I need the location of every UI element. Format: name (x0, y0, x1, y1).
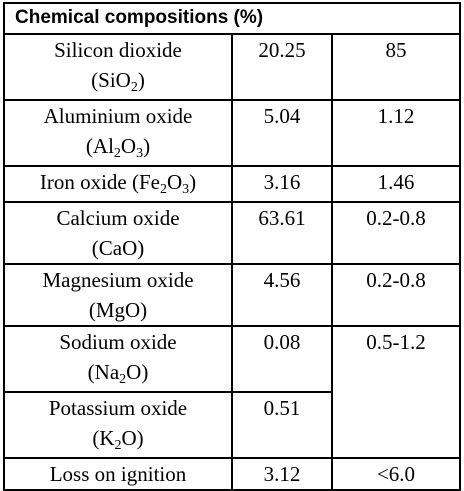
value-col1: 63.61 (231, 201, 333, 265)
table-row: Loss on ignition 3.12 <6.0 (3, 457, 461, 491)
value-col2: <6.0 (331, 457, 461, 491)
compound-name: Calcium oxide (CaO) (3, 201, 233, 265)
compound-name: Aluminium oxide (Al2O3) (3, 99, 233, 167)
compound-name: Loss on ignition (3, 457, 233, 491)
compound-name: Iron oxide (Fe2O3) (3, 165, 233, 203)
table-row: Magnesium oxide (MgO) 4.56 0.2-0.8 (3, 263, 461, 327)
compound-formula: (SiO2) (91, 68, 145, 95)
table-row: Calcium oxide (CaO) 63.61 0.2-0.8 (3, 201, 461, 265)
value-col1: 3.16 (231, 165, 333, 203)
chemical-composition-table: Chemical compositions (%) Silicon dioxid… (3, 2, 461, 491)
compound-label: Potassium oxide (48, 396, 188, 420)
compound-label: Sodium oxide (59, 330, 177, 354)
value-col2: 0.2-0.8 (331, 201, 461, 265)
value-col1: 20.25 (231, 33, 333, 101)
compound-name: Potassium oxide (K2O) (3, 391, 233, 459)
table-header-row: Chemical compositions (%) (3, 2, 461, 35)
table-title: Chemical compositions (%) (3, 2, 461, 35)
value-col2: 1.46 (331, 165, 461, 203)
compound-label: Silicon dioxide (54, 38, 182, 62)
table-row: Aluminium oxide (Al2O3) 5.04 1.12 (3, 99, 461, 167)
table-row: Iron oxide (Fe2O3) 3.16 1.46 (3, 165, 461, 203)
compound-formula: (Na2O) (87, 360, 149, 387)
table-row: Potassium oxide (K2O) 0.51 (3, 391, 460, 459)
value-col1: 0.08 (231, 325, 333, 393)
compound-label: Aluminium oxide (43, 104, 193, 128)
compound-label: Magnesium oxide (42, 268, 194, 292)
compound-formula: (MgO) (88, 298, 148, 322)
compound-name: Sodium oxide (Na2O) (3, 325, 233, 393)
value-col2: 85 (331, 33, 461, 101)
compound-formula: (K2O) (92, 426, 144, 453)
table-row: Sodium oxide (Na2O) 0.08 0.5-1.2 (3, 325, 461, 459)
value-col2: 1.12 (331, 99, 461, 167)
compound-name: Magnesium oxide (MgO) (3, 263, 233, 327)
compound-formula: (CaO) (91, 236, 145, 260)
value-col2: 0.5-1.2 (331, 325, 461, 459)
compound-formula: (Al2O3) (85, 134, 151, 161)
value-col1: 0.51 (231, 391, 333, 459)
value-col2: 0.2-0.8 (331, 263, 461, 327)
table-row: Silicon dioxide (SiO2) 20.25 85 (3, 33, 461, 101)
compound-label: Calcium oxide (56, 206, 180, 230)
value-col1: 4.56 (231, 263, 333, 327)
compound-name: Silicon dioxide (SiO2) (3, 33, 233, 101)
value-col1: 3.12 (231, 457, 333, 491)
value-col1: 5.04 (231, 99, 333, 167)
